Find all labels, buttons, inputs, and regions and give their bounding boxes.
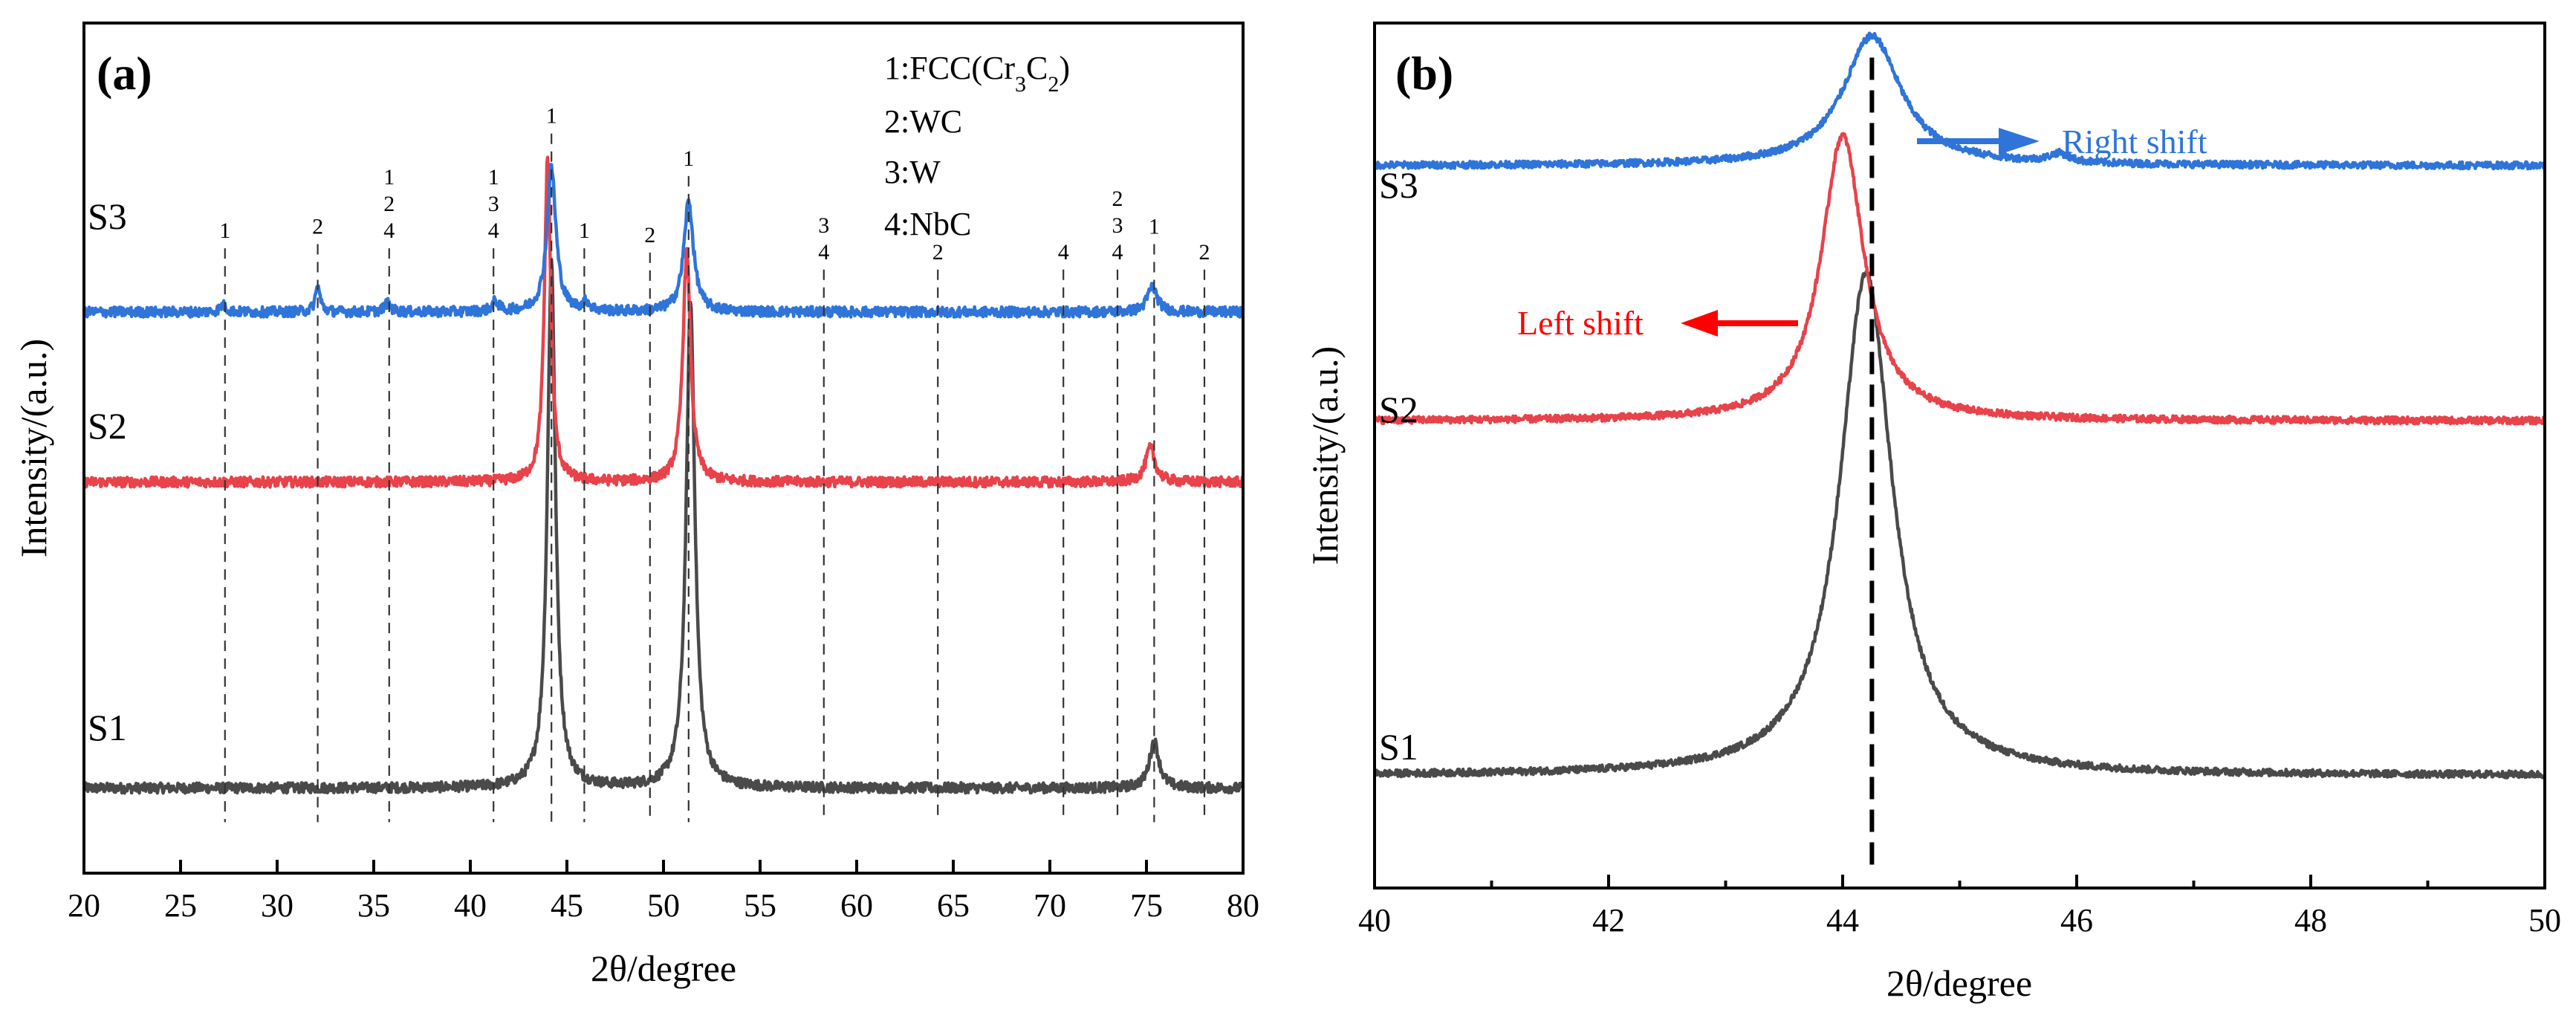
x-tick-label: 55 bbox=[744, 887, 776, 924]
phase-marker-label: 4 bbox=[383, 218, 395, 243]
panel-b-frame bbox=[1373, 22, 2546, 889]
panel-b-series-label-s2: S2 bbox=[1379, 389, 1418, 430]
series-line-s1 bbox=[82, 257, 1245, 795]
left-shift-label: Left shift bbox=[1517, 304, 1644, 342]
x-tick-label: 42 bbox=[1592, 902, 1625, 939]
phase-marker-label: 1 bbox=[1149, 214, 1160, 239]
phase-marker-label: 3 bbox=[1112, 213, 1123, 238]
panel-a-y-axis-label: Intensity/(a.u.) bbox=[13, 339, 54, 557]
panel-b: 40 42 44 46 48 50 (b) S3 S2 S1 Right shift Le… bbox=[1304, 22, 2561, 1004]
panel-a-x-axis-label: 2θ/degree bbox=[591, 947, 736, 989]
x-tick-label: 60 bbox=[840, 887, 873, 924]
x-tick-label: 48 bbox=[2294, 902, 2327, 939]
x-tick-label: 35 bbox=[357, 887, 390, 924]
panel-a-legend-entry-2: 2:WC bbox=[884, 103, 962, 140]
x-tick-label: 30 bbox=[261, 887, 293, 924]
x-tick-label: 20 bbox=[68, 887, 100, 924]
x-tick-label: 70 bbox=[1034, 887, 1066, 924]
x-tick-label: 44 bbox=[1826, 902, 1859, 939]
phase-marker-label: 4 bbox=[1112, 240, 1123, 265]
panel-b-series-label-s1: S1 bbox=[1379, 726, 1418, 768]
x-tick-label: 80 bbox=[1227, 887, 1259, 924]
panel-a-frame bbox=[82, 22, 1245, 875]
phase-marker-label: 1 bbox=[488, 165, 499, 189]
phase-marker-label: 2 bbox=[932, 240, 944, 265]
x-tick-label: 75 bbox=[1130, 887, 1163, 924]
panel-b-traces bbox=[1372, 31, 2547, 780]
right-shift-arrow-head bbox=[1999, 128, 2040, 155]
phase-marker-label: 4 bbox=[818, 240, 829, 265]
series-line-s1 bbox=[1372, 269, 2547, 780]
phase-marker-label: 1 bbox=[219, 218, 230, 243]
phase-marker-label: 1 bbox=[546, 104, 557, 129]
panel-a-legend-entry-3: 3:W bbox=[884, 154, 941, 190]
left-shift-annotation: Left shift bbox=[1517, 304, 1798, 342]
panel-b-x-axis-label: 2θ/degree bbox=[1886, 962, 2032, 1004]
panel-a-series-label-s1: S1 bbox=[88, 707, 127, 748]
panel-a-series-label-s2: S2 bbox=[88, 405, 127, 447]
x-tick-label: 40 bbox=[454, 887, 487, 924]
panel-b-y-axis-label: Intensity/(a.u.) bbox=[1304, 346, 1346, 565]
x-tick-label: 25 bbox=[164, 887, 197, 924]
panel-a-traces bbox=[82, 155, 1245, 795]
phase-marker-label: 1 bbox=[579, 218, 590, 243]
phase-marker-label: 1 bbox=[683, 146, 694, 171]
panel-a-x-ticks: 20 25 30 35 40 45 50 55 60 65 70 75 80 bbox=[68, 860, 1259, 924]
x-tick-label: 65 bbox=[937, 887, 970, 924]
panel-a-legend: 1:FCC(Cr3C2) 2:WC 3:W 4:NbC bbox=[884, 50, 1070, 242]
series-line-s3 bbox=[1372, 31, 2546, 171]
x-tick-label: 50 bbox=[2528, 902, 2561, 939]
phase-marker-label: 2 bbox=[383, 192, 395, 216]
phase-marker-label: 2 bbox=[1112, 187, 1123, 211]
right-shift-annotation: Right shift bbox=[1917, 123, 2207, 161]
x-tick-label: 45 bbox=[551, 887, 583, 924]
panel-a-legend-entry-4: 4:NbC bbox=[884, 206, 971, 242]
phase-marker-label: 4 bbox=[1058, 240, 1069, 265]
x-tick-label: 46 bbox=[2060, 902, 2093, 939]
x-tick-label: 40 bbox=[1358, 902, 1391, 939]
series-line-s2 bbox=[1372, 132, 2546, 426]
panel-b-label: (b) bbox=[1395, 47, 1453, 100]
right-shift-label: Right shift bbox=[2062, 123, 2207, 161]
phase-marker-label: 3 bbox=[488, 192, 499, 216]
phase-marker-label: 3 bbox=[818, 213, 829, 238]
left-shift-arrow-head bbox=[1681, 310, 1718, 337]
series-line-s2 bbox=[82, 155, 1245, 489]
panel-a-label: (a) bbox=[97, 47, 152, 100]
panel-b-series-label-s3: S3 bbox=[1379, 164, 1418, 206]
phase-marker-label: 4 bbox=[488, 218, 499, 243]
series-line-s3 bbox=[82, 163, 1245, 319]
x-tick-label: 50 bbox=[647, 887, 680, 924]
panel-b-x-ticks: 40 42 44 46 48 50 bbox=[1358, 875, 2561, 939]
phase-marker-label: 1 bbox=[383, 165, 395, 189]
phase-marker-label: 2 bbox=[644, 223, 655, 247]
phase-marker-label: 2 bbox=[1199, 240, 1210, 265]
panel-a-series-label-s3: S3 bbox=[88, 195, 127, 237]
panel-a-legend-entry-1: 1:FCC(Cr3C2) bbox=[884, 50, 1070, 97]
phase-marker-label: 2 bbox=[312, 214, 323, 239]
